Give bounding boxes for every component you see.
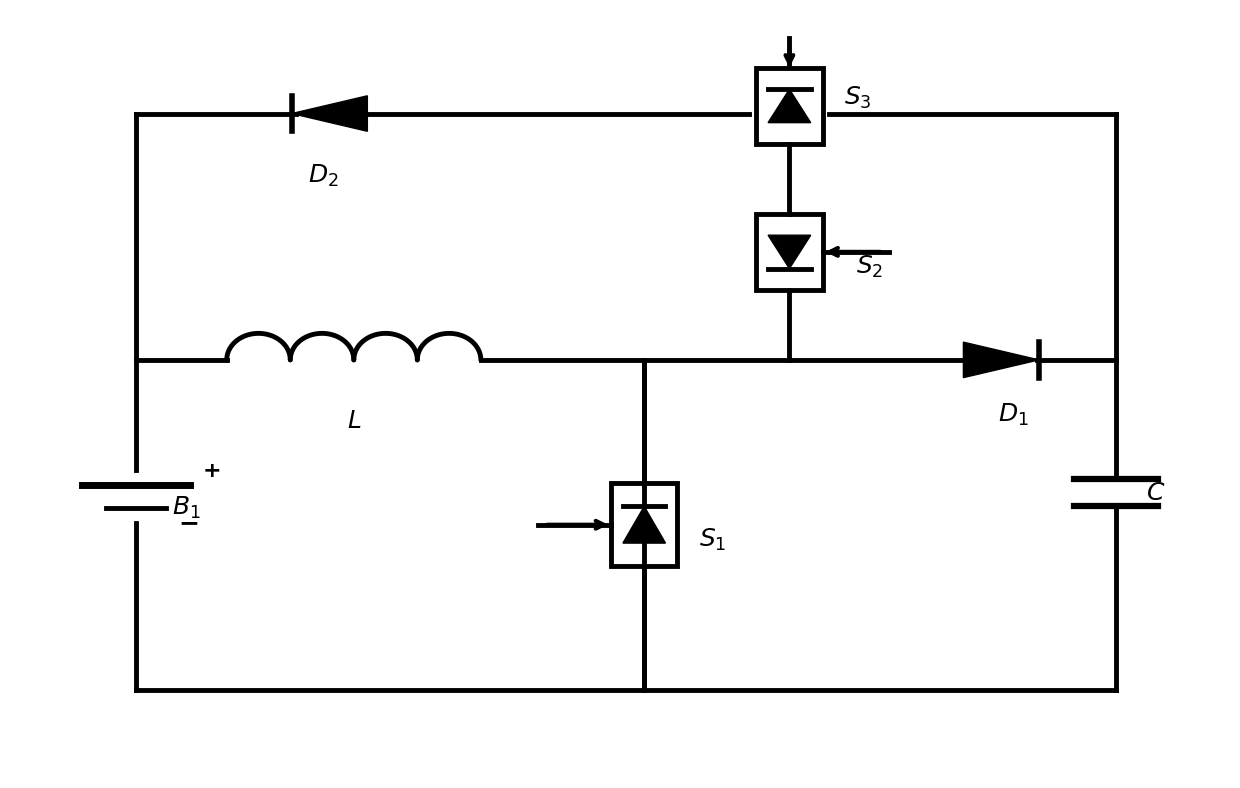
Polygon shape <box>963 342 1039 377</box>
Bar <box>756 214 822 290</box>
Text: +: + <box>202 461 221 481</box>
Bar <box>756 68 822 144</box>
Polygon shape <box>622 507 666 543</box>
Bar <box>611 483 677 567</box>
Text: $S_3$: $S_3$ <box>844 85 872 111</box>
Polygon shape <box>291 96 367 132</box>
Polygon shape <box>768 89 811 123</box>
Text: $B_1$: $B_1$ <box>172 495 201 521</box>
Text: $S_2$: $S_2$ <box>856 254 883 281</box>
Text: −: − <box>179 511 200 536</box>
Text: $D_1$: $D_1$ <box>998 402 1029 428</box>
Text: $L$: $L$ <box>347 409 361 433</box>
Text: $S_1$: $S_1$ <box>698 527 725 553</box>
Text: $D_2$: $D_2$ <box>309 163 339 189</box>
Polygon shape <box>768 235 811 269</box>
Text: $C$: $C$ <box>1146 481 1166 504</box>
